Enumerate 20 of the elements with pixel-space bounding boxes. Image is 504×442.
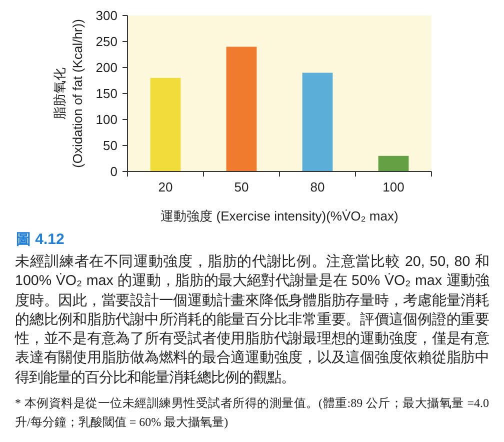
text: * 本例資料是從一位未經訓練男性受試者所得的測量值。(體重:89 公斤；最大攝氧量 =4.0 升/每分鐘；乳酸閾值 = 60% 最大攝氧量)	[15, 395, 489, 432]
bar	[302, 72, 333, 172]
bar	[378, 156, 409, 172]
bar	[150, 78, 181, 172]
x-tick-label: 80	[310, 180, 325, 194]
y-tick-label: 200	[96, 60, 118, 75]
y-axis-title: 脂肪氧化 (Oxidation of fat (Kcal/hr))	[52, 19, 85, 168]
x-tick-label: 50	[234, 180, 249, 194]
y-tick-label: 0	[110, 164, 118, 179]
y-tick-label: 100	[96, 112, 118, 127]
y-tick-label: 250	[96, 34, 118, 49]
y-tick-label: 300	[96, 8, 118, 23]
x-tick-label: 100	[382, 180, 404, 194]
y-tick-label: 150	[96, 86, 118, 101]
y-tick-label: 50	[103, 138, 118, 153]
bar	[226, 46, 257, 172]
caption: 圖 4.12	[16, 231, 64, 249]
x-axis-title: 運動強度 (Exercise intensity)(%V̇O₂ max)	[160, 208, 398, 224]
text: 未經訓練者在不同運動強度，脂肪的代謝比例。注意當比較 20, 50, 80 和 100% V̇O₂ max 的運動，脂肪的最大絕對代謝量是在 50% V̇O₂ max 運動強度時。因此，當要設計一個運動計畫來降低身體脂肪存量時，考慮能量消耗的總比例和脂肪代謝中所消耗的能量百分比非常重要。評價這個例證的重要性，並不是有意為了所有受試者使用脂肪代謝最理想的運動強度，僅是有意表達有關使用脂肪做為燃料的最合適運動強度，以及這個強度依賴從脂肪中得到能量的百分比和能量消耗總比例的觀點。	[15, 253, 489, 388]
x-tick-label: 20	[158, 180, 173, 194]
